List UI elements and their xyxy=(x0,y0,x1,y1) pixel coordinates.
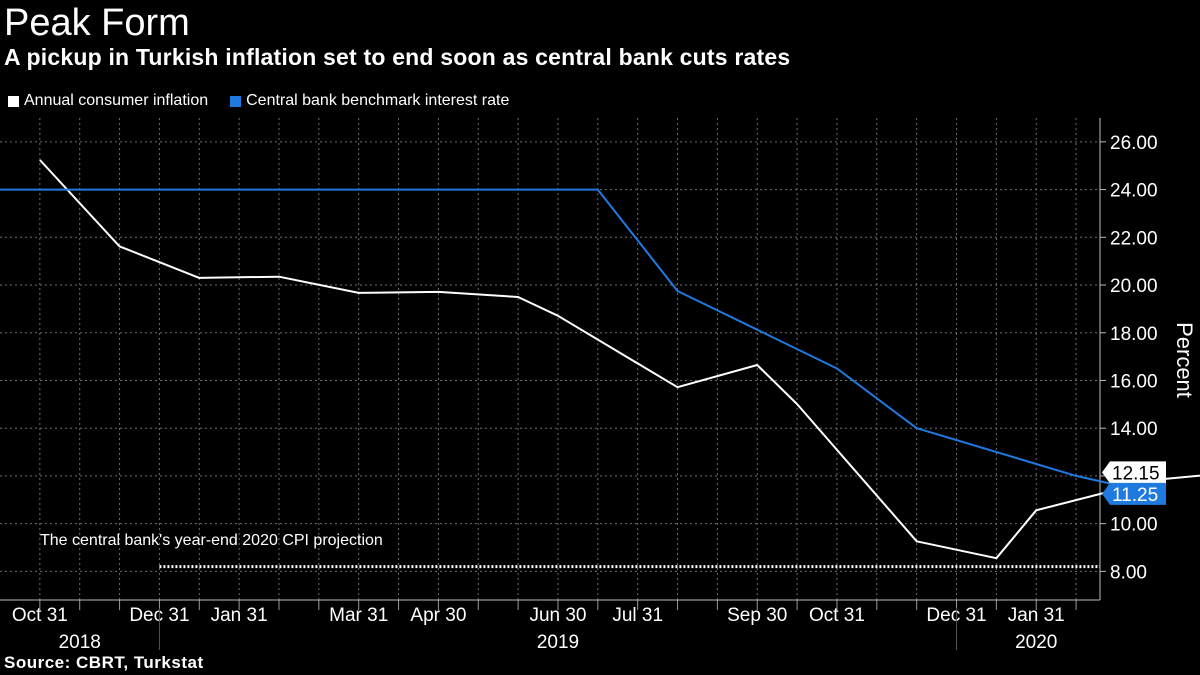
legend-item-inflation: Annual consumer inflation xyxy=(8,92,208,110)
inflation-line xyxy=(39,159,1200,560)
y-tick-label: 14.00 xyxy=(1110,419,1158,440)
inflation-last-value-box xyxy=(1102,461,1166,484)
chart-title: Peak Form xyxy=(4,2,190,44)
legend-label-inflation: Annual consumer inflation xyxy=(24,92,209,109)
rate-last-value-box xyxy=(1102,482,1166,505)
x-tick-label: Jan 31 xyxy=(1008,605,1065,626)
x-tick-label: Oct 31 xyxy=(12,605,68,626)
source-note: Source: CBRT, Turkstat xyxy=(4,653,204,672)
x-tick-label: Jan 31 xyxy=(211,605,268,626)
y-tick-label: 22.00 xyxy=(1110,228,1158,249)
x-tick-label: Oct 31 xyxy=(809,605,865,626)
x-tick-label: Jun 30 xyxy=(529,605,586,626)
y-tick-label: 18.00 xyxy=(1110,324,1158,345)
x-tick-label: Apr 30 xyxy=(410,605,466,626)
legend-item-rate: Central bank benchmark interest rate xyxy=(230,92,509,110)
x-year-label: 2020 xyxy=(1015,632,1057,653)
y-tick-label: 20.00 xyxy=(1110,276,1158,297)
x-tick-label: Mar 31 xyxy=(329,605,388,626)
x-tick-label: Sep 30 xyxy=(727,605,787,626)
legend-swatch-inflation xyxy=(8,95,19,107)
chart-subtitle: A pickup in Turkish inflation set to end… xyxy=(4,44,791,70)
x-tick-label: Jul 31 xyxy=(612,605,663,626)
x-year-label: 2019 xyxy=(537,632,579,653)
y-axis-title: Percent xyxy=(1172,322,1197,398)
y-tick-label: 10.00 xyxy=(1110,515,1158,536)
legend-label-rate: Central bank benchmark interest rate xyxy=(246,92,510,109)
y-tick-label: 26.00 xyxy=(1110,133,1158,154)
y-tick-label: 8.00 xyxy=(1110,562,1147,583)
x-year-label: 2018 xyxy=(59,632,101,653)
cpi-projection-label: The central bank's year-end 2020 CPI pro… xyxy=(40,532,383,549)
legend-swatch-rate xyxy=(230,95,242,107)
legend: Annual consumer inflation Central bank b… xyxy=(8,92,509,110)
y-tick-label: 16.00 xyxy=(1110,371,1158,392)
rate-last-value-label: 11.25 xyxy=(1112,485,1158,506)
interest-rate-line xyxy=(0,188,1157,495)
y-tick-label: 24.00 xyxy=(1110,181,1158,202)
inflation-last-value-label: 12.15 xyxy=(1112,463,1160,484)
